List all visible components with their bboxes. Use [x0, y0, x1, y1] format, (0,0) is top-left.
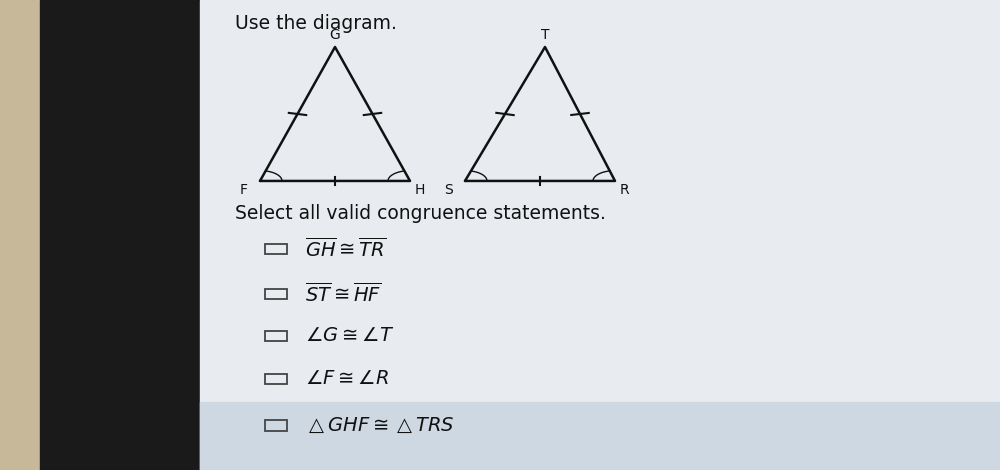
Text: Use the diagram.: Use the diagram.: [235, 14, 397, 33]
Bar: [40, 0, 200, 470]
Bar: [265, 420, 287, 431]
Text: H: H: [415, 183, 425, 197]
Bar: [265, 374, 287, 384]
Text: $\angle G \cong \angle T$: $\angle G \cong \angle T$: [305, 327, 394, 345]
Text: $\triangle GHF \cong \triangle TRS$: $\triangle GHF \cong \triangle TRS$: [305, 416, 454, 435]
Bar: [200, 0, 1000, 470]
Text: G: G: [330, 28, 340, 42]
Text: T: T: [541, 28, 549, 42]
Text: $\overline{GH} \cong \overline{TR}$: $\overline{GH} \cong \overline{TR}$: [305, 237, 386, 261]
Bar: [265, 331, 287, 341]
Bar: [265, 289, 287, 299]
Text: $\overline{ST} \cong \overline{HF}$: $\overline{ST} \cong \overline{HF}$: [305, 282, 381, 306]
Text: Select all valid congruence statements.: Select all valid congruence statements.: [235, 204, 606, 223]
Text: S: S: [444, 183, 453, 197]
Text: F: F: [240, 183, 248, 197]
Text: $\angle F \cong \angle R$: $\angle F \cong \angle R$: [305, 370, 389, 388]
Bar: [200, 402, 1000, 470]
Text: R: R: [620, 183, 630, 197]
Bar: [265, 244, 287, 254]
